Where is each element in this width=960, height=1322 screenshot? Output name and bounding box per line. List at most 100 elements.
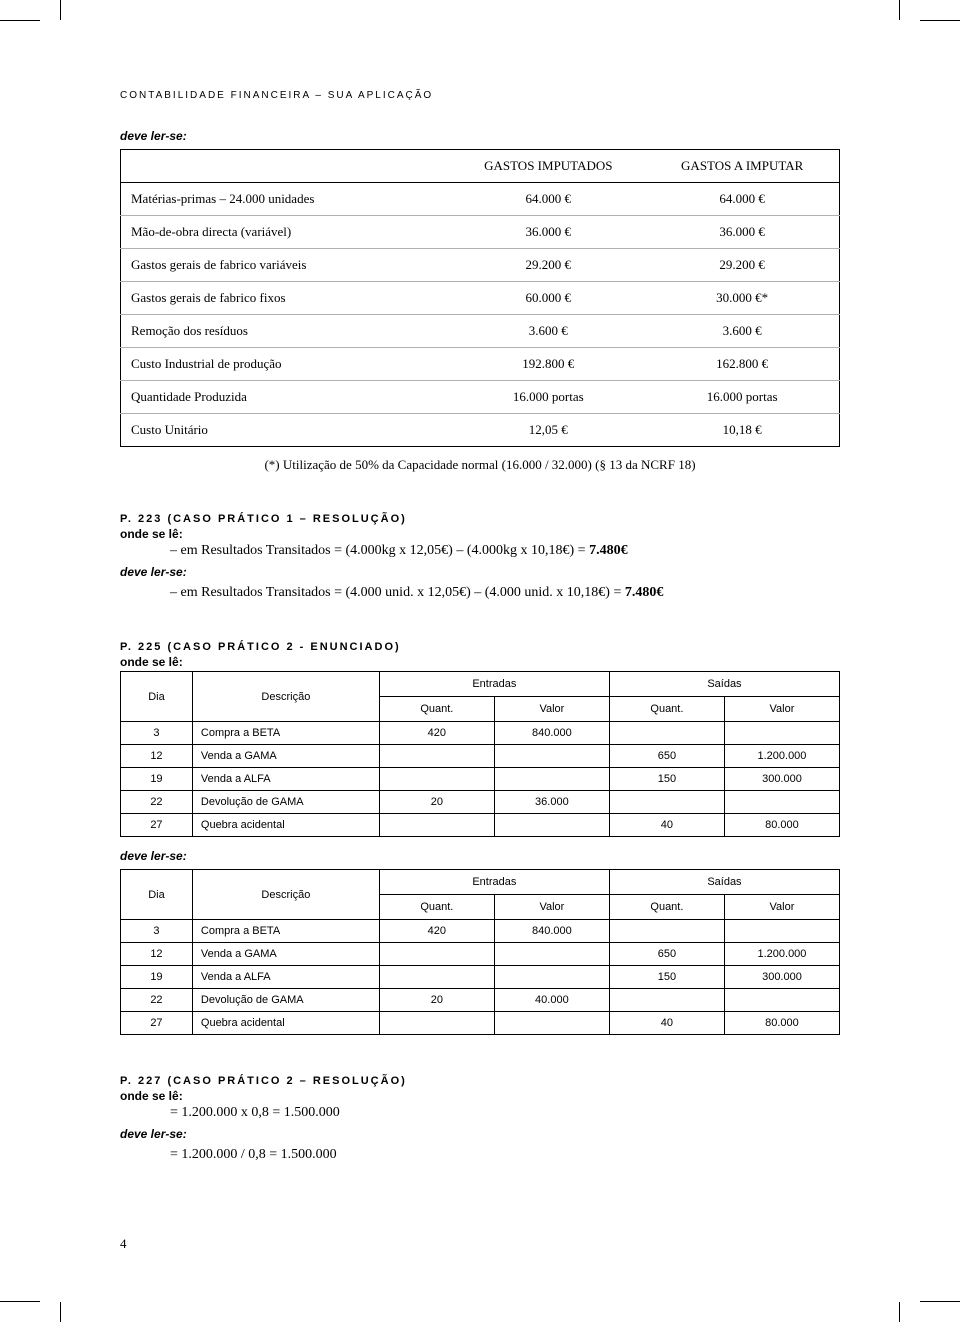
cell-ent-v xyxy=(494,943,609,966)
table-row: 19Venda a ALFA150300.000 xyxy=(121,966,840,989)
p223-wrong-text: – em Resultados Transitados = (4.000kg x… xyxy=(170,543,589,558)
label-deve-ler-se-3: deve ler-se: xyxy=(120,1127,840,1141)
cell-ent-q: 20 xyxy=(379,989,494,1012)
cell-label: Gastos gerais de fabrico variáveis xyxy=(121,249,452,282)
cell-label: Mão-de-obra directa (variável) xyxy=(121,216,452,249)
cell-sai-q: 40 xyxy=(609,814,724,837)
table-row: 12Venda a GAMA6501.200.000 xyxy=(121,745,840,768)
cell-ent-q: 420 xyxy=(379,722,494,745)
cell-sai-v: 300.000 xyxy=(724,966,839,989)
table-row: 22Devolução de GAMA2040.000 xyxy=(121,989,840,1012)
cell-desc: Venda a GAMA xyxy=(192,745,379,768)
cell-sai-q: 150 xyxy=(609,966,724,989)
table-row: Gastos gerais de fabrico variáveis 29.200… xyxy=(121,249,840,282)
th-quant: Quant. xyxy=(609,895,724,920)
th-valor: Valor xyxy=(494,697,609,722)
cell-a-imputar: 16.000 portas xyxy=(645,381,839,414)
table-row: Mão-de-obra directa (variável)36.000 €36… xyxy=(121,216,840,249)
cell-dia: 27 xyxy=(121,814,193,837)
cell-desc: Compra a BETA xyxy=(192,722,379,745)
cell-imputados: 36.000 € xyxy=(451,216,645,249)
cell-desc: Venda a GAMA xyxy=(192,943,379,966)
cell-label: Custo Industrial de produção xyxy=(121,348,452,381)
cell-sai-v xyxy=(724,722,839,745)
cell-label: Custo Unitário xyxy=(121,414,452,447)
cell-a-imputar: 30.000 €* xyxy=(645,282,839,315)
p227-right: = 1.200.000 / 0,8 = 1.500.000 xyxy=(170,1147,840,1163)
cell-imputados: 3.600 € xyxy=(451,315,645,348)
cell-imputados: 12,05 € xyxy=(451,414,645,447)
th-saidas: Saídas xyxy=(609,672,839,697)
table-row: Quantidade Produzida16.000 portas16.000 … xyxy=(121,381,840,414)
th-dia: Dia xyxy=(121,672,193,722)
section-p225: P. 225 (CASO PRÁTICO 2 - ENUNCIADO) xyxy=(120,641,840,653)
cell-ent-q xyxy=(379,768,494,791)
label-deve-ler-se: deve ler-se: xyxy=(120,565,840,579)
cell-desc: Compra a BETA xyxy=(192,920,379,943)
cell-a-imputar: 10,18 € xyxy=(645,414,839,447)
running-head: CONTABILIDADE FINANCEIRA – SUA APLICAÇÃO xyxy=(120,90,840,101)
cell-sai-q xyxy=(609,989,724,1012)
table-row: Custo Unitário12,05 €10,18 € xyxy=(121,414,840,447)
cell-desc: Quebra acidental xyxy=(192,814,379,837)
cell-imputados: 60.000 € xyxy=(451,282,645,315)
table-row: Gastos gerais de fabrico fixos60.000 €30… xyxy=(121,282,840,315)
cell-label: Gastos gerais de fabrico fixos xyxy=(121,282,452,315)
th-a-imputar: GASTOS A IMPUTAR xyxy=(645,150,839,183)
cell-a-imputar: 162.800 € xyxy=(645,348,839,381)
table-row: 27Quebra acidental4080.000 xyxy=(121,1012,840,1035)
cell-sai-q: 40 xyxy=(609,1012,724,1035)
cell-desc: Quebra acidental xyxy=(192,1012,379,1035)
th-desc: Descrição xyxy=(192,870,379,920)
cell-a-imputar: 36.000 € xyxy=(645,216,839,249)
page: CONTABILIDADE FINANCEIRA – SUA APLICAÇÃO… xyxy=(0,0,960,1322)
cell-dia: 12 xyxy=(121,745,193,768)
cell-dia: 3 xyxy=(121,722,193,745)
label-onde-se-le-2: onde se lê: xyxy=(120,655,840,669)
cell-dia: 19 xyxy=(121,966,193,989)
cell-a-imputar: 64.000 € xyxy=(645,183,839,216)
th-entradas: Entradas xyxy=(379,672,609,697)
cell-dia: 22 xyxy=(121,989,193,1012)
table-row: Custo Industrial de produção192.800 €162… xyxy=(121,348,840,381)
th-entradas: Entradas xyxy=(379,870,609,895)
th-imputados: GASTOS IMPUTADOS xyxy=(451,150,645,183)
th-quant: Quant. xyxy=(379,697,494,722)
cell-ent-v: 840.000 xyxy=(494,920,609,943)
cell-ent-v xyxy=(494,1012,609,1035)
th-saidas: Saídas xyxy=(609,870,839,895)
label-onde-se-le: onde se lê: xyxy=(120,527,840,541)
cell-sai-q: 650 xyxy=(609,943,724,966)
cell-sai-q xyxy=(609,920,724,943)
cell-ent-q xyxy=(379,943,494,966)
table-row: Matérias-primas – 24.000 unidades64.000 … xyxy=(121,183,840,216)
cell-ent-q xyxy=(379,745,494,768)
cell-ent-v: 40.000 xyxy=(494,989,609,1012)
cell-imputados: 64.000 € xyxy=(451,183,645,216)
th-desc: Descrição xyxy=(192,672,379,722)
cell-label: Matérias-primas – 24.000 unidades xyxy=(121,183,452,216)
label-deve-ler-se-2: deve ler-se: xyxy=(120,849,840,863)
cell-sai-q xyxy=(609,791,724,814)
th-valor: Valor xyxy=(494,895,609,920)
table-row: Remoção dos resíduos3.600 €3.600 € xyxy=(121,315,840,348)
cell-ent-v xyxy=(494,814,609,837)
table-p225-right: Dia Descrição Entradas Saídas Quant. Val… xyxy=(120,869,840,1035)
table-row: 12Venda a GAMA6501.200.000 xyxy=(121,943,840,966)
th-valor: Valor xyxy=(724,697,839,722)
cell-ent-v xyxy=(494,768,609,791)
p223-right-bold: 7.480€ xyxy=(625,585,664,600)
page-number: 4 xyxy=(120,1236,127,1252)
cell-desc: Devolução de GAMA xyxy=(192,989,379,1012)
p223-wrong: – em Resultados Transitados = (4.000kg x… xyxy=(170,543,840,559)
cell-sai-q: 150 xyxy=(609,768,724,791)
cell-sai-q xyxy=(609,722,724,745)
cell-a-imputar: 29.200 € xyxy=(645,249,839,282)
cell-sai-v: 80.000 xyxy=(724,1012,839,1035)
cell-ent-q xyxy=(379,814,494,837)
p223-right: – em Resultados Transitados = (4.000 uni… xyxy=(170,585,840,601)
cell-dia: 19 xyxy=(121,768,193,791)
th-quant: Quant. xyxy=(609,697,724,722)
cell-imputados: 192.800 € xyxy=(451,348,645,381)
table1-footnote: (*) Utilização de 50% da Capacidade norm… xyxy=(120,457,840,473)
